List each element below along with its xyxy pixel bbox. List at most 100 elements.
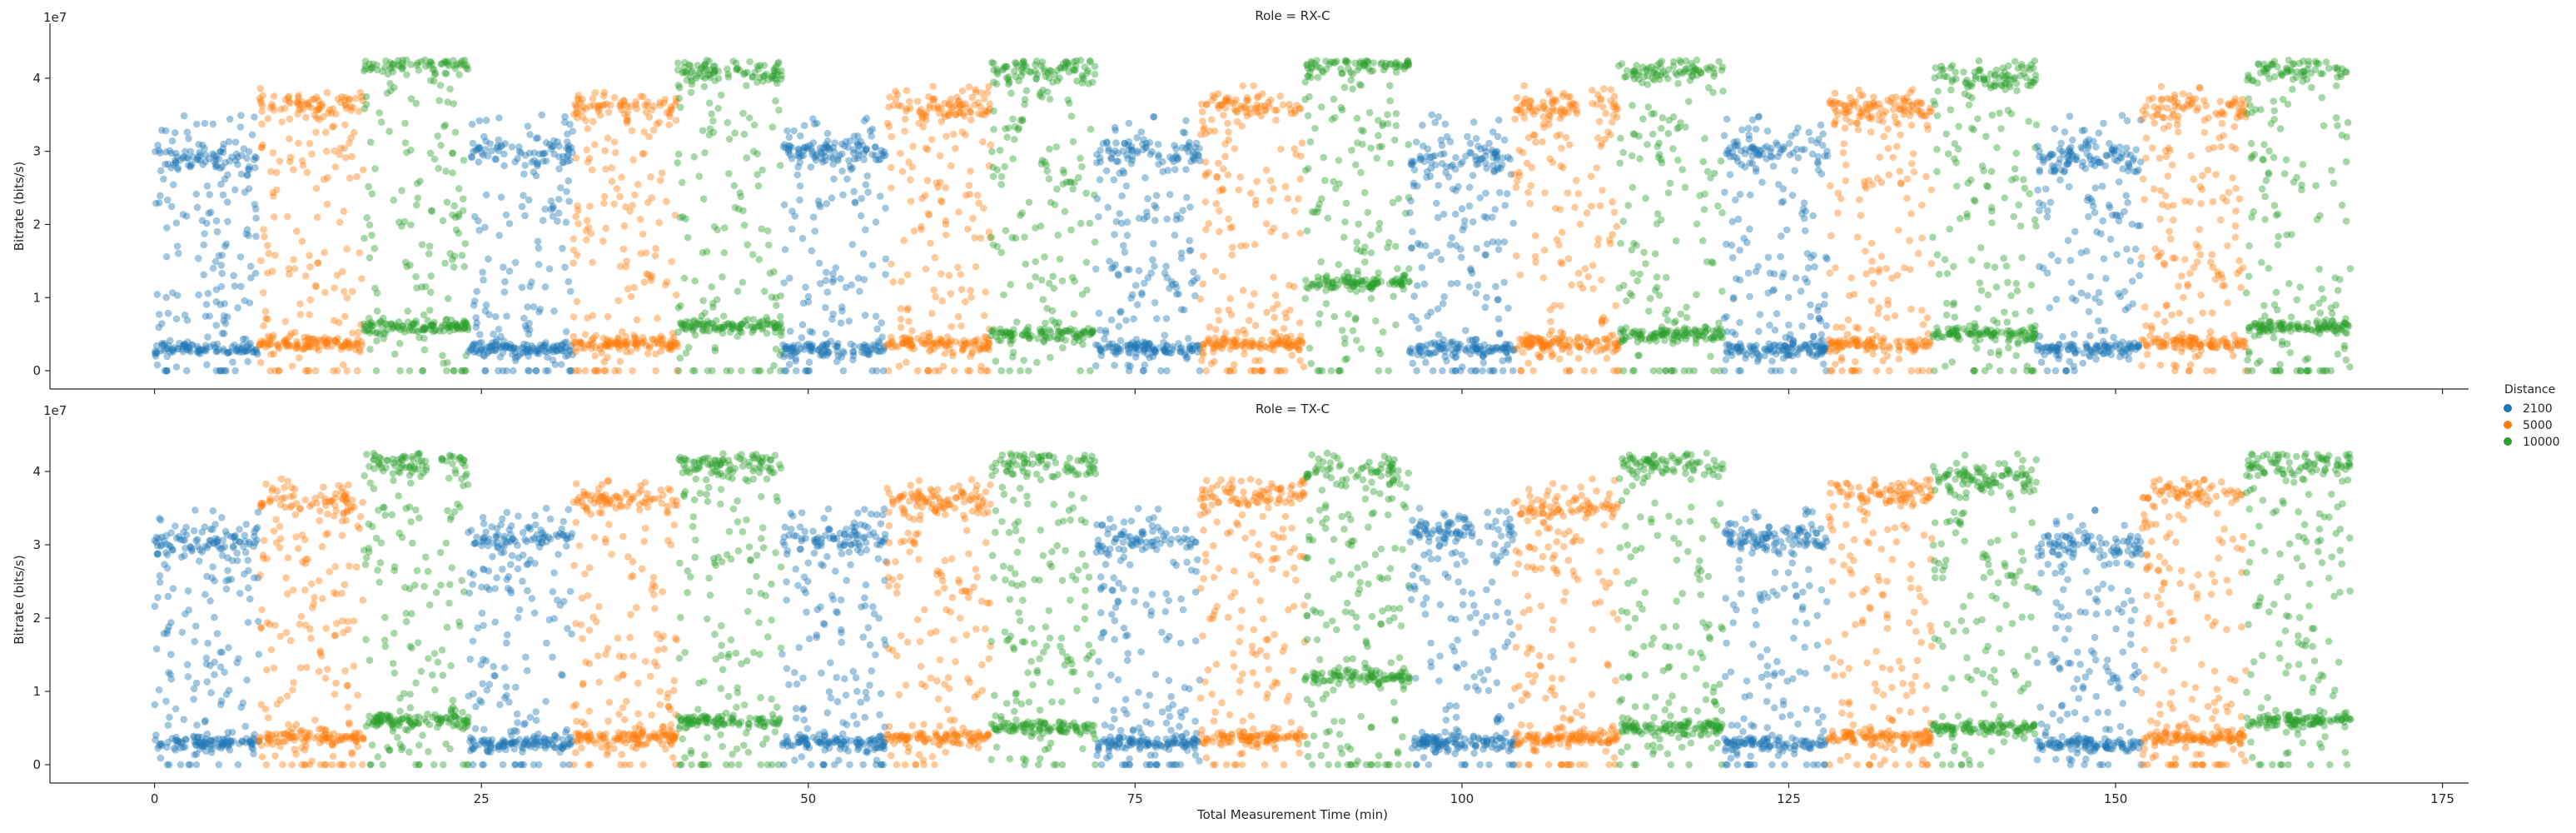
data-point-10000 — [726, 328, 734, 337]
data-point-2100 — [1150, 113, 1157, 121]
data-point-2100 — [182, 342, 190, 351]
data-point-5000 — [589, 258, 596, 267]
data-point-2100 — [1732, 196, 1739, 204]
data-point-5000 — [257, 257, 265, 265]
data-point-2100 — [1157, 367, 1165, 375]
data-point-5000 — [1258, 367, 1266, 375]
data-point-10000 — [997, 367, 1005, 375]
data-point-10000 — [1718, 67, 1726, 74]
data-point-10000 — [725, 135, 734, 143]
data-point-5000 — [1295, 346, 1303, 354]
data-point-5000 — [342, 154, 350, 162]
data-point-5000 — [942, 231, 950, 239]
data-point-2100 — [212, 217, 221, 225]
data-point-10000 — [1694, 331, 1702, 339]
data-point-5000 — [589, 339, 597, 347]
data-point-5000 — [654, 314, 661, 322]
data-point-10000 — [400, 325, 409, 332]
data-point-10000 — [1017, 367, 1024, 375]
data-point-10000 — [1634, 75, 1643, 83]
data-point-5000 — [1220, 165, 1227, 173]
data-point-5000 — [276, 157, 284, 165]
data-point-5000 — [610, 138, 619, 146]
data-point-5000 — [574, 220, 582, 227]
data-point-5000 — [897, 149, 904, 157]
data-point-5000 — [343, 245, 351, 253]
data-point-5000 — [885, 122, 893, 131]
data-point-10000 — [1718, 209, 1726, 217]
data-point-5000 — [629, 367, 636, 375]
data-point-10000 — [464, 323, 472, 332]
data-point-5000 — [346, 95, 354, 103]
data-point-2100 — [800, 147, 808, 154]
data-point-2100 — [1409, 228, 1416, 236]
data-point-5000 — [1545, 111, 1553, 118]
data-point-5000 — [972, 262, 980, 271]
data-point-10000 — [401, 139, 410, 147]
data-point-5000 — [352, 342, 360, 349]
data-point-5000 — [1284, 195, 1291, 202]
data-point-10000 — [1006, 367, 1013, 375]
data-point-10000 — [738, 367, 745, 375]
data-point-10000 — [1043, 333, 1051, 342]
data-point-10000 — [428, 207, 435, 215]
data-point-2100 — [1447, 280, 1455, 287]
data-point-10000 — [420, 325, 428, 333]
data-point-5000 — [264, 315, 271, 323]
data-point-10000 — [990, 107, 997, 115]
data-point-5000 — [644, 102, 651, 110]
data-point-2100 — [876, 192, 884, 200]
data-point-2100 — [182, 147, 189, 156]
data-point-2100 — [152, 147, 159, 156]
data-point-5000 — [1549, 104, 1557, 112]
data-point-5000 — [982, 288, 989, 296]
data-point-10000 — [1301, 295, 1310, 302]
data-point-10000 — [395, 340, 404, 347]
data-point-2100 — [243, 154, 251, 162]
data-point-5000 — [1834, 209, 1842, 217]
data-point-10000 — [997, 181, 1005, 188]
data-point-2100 — [1096, 176, 1104, 183]
data-point-5000 — [1837, 195, 1845, 202]
data-point-10000 — [1087, 330, 1096, 337]
data-point-5000 — [1562, 133, 1570, 142]
data-point-10000 — [1046, 67, 1054, 74]
data-point-2100 — [209, 150, 216, 157]
data-point-5000 — [346, 102, 355, 111]
data-point-5000 — [270, 192, 277, 200]
data-point-5000 — [286, 342, 294, 350]
data-point-10000 — [404, 318, 412, 326]
data-point-2100 — [1447, 162, 1455, 171]
data-point-10000 — [1012, 234, 1020, 242]
data-point-2100 — [495, 326, 503, 333]
data-point-5000 — [351, 346, 360, 354]
data-point-10000 — [724, 118, 732, 127]
data-point-5000 — [291, 328, 299, 337]
data-point-2100 — [153, 342, 161, 350]
data-point-2100 — [1809, 212, 1817, 220]
data-point-2100 — [215, 346, 222, 353]
data-point-5000 — [1602, 109, 1609, 117]
data-point-5000 — [305, 102, 313, 111]
data-point-2100 — [233, 346, 241, 353]
data-point-2100 — [479, 268, 486, 277]
data-point-5000 — [656, 102, 664, 109]
data-point-2100 — [196, 347, 203, 354]
data-point-5000 — [649, 102, 658, 110]
data-point-2100 — [1797, 287, 1805, 295]
data-point-5000 — [898, 277, 905, 286]
data-point-2100 — [1773, 139, 1780, 147]
data-point-10000 — [1658, 124, 1665, 132]
data-point-2100 — [510, 367, 517, 375]
data-point-10000 — [370, 244, 379, 252]
data-point-5000 — [308, 104, 316, 112]
data-point-5000 — [1527, 182, 1534, 190]
data-point-10000 — [460, 324, 469, 332]
data-point-2100 — [201, 119, 209, 127]
data-point-5000 — [1270, 185, 1277, 192]
data-point-5000 — [260, 322, 267, 330]
data-point-2100 — [838, 150, 846, 157]
data-point-5000 — [1576, 220, 1584, 228]
data-point-5000 — [1267, 177, 1275, 185]
